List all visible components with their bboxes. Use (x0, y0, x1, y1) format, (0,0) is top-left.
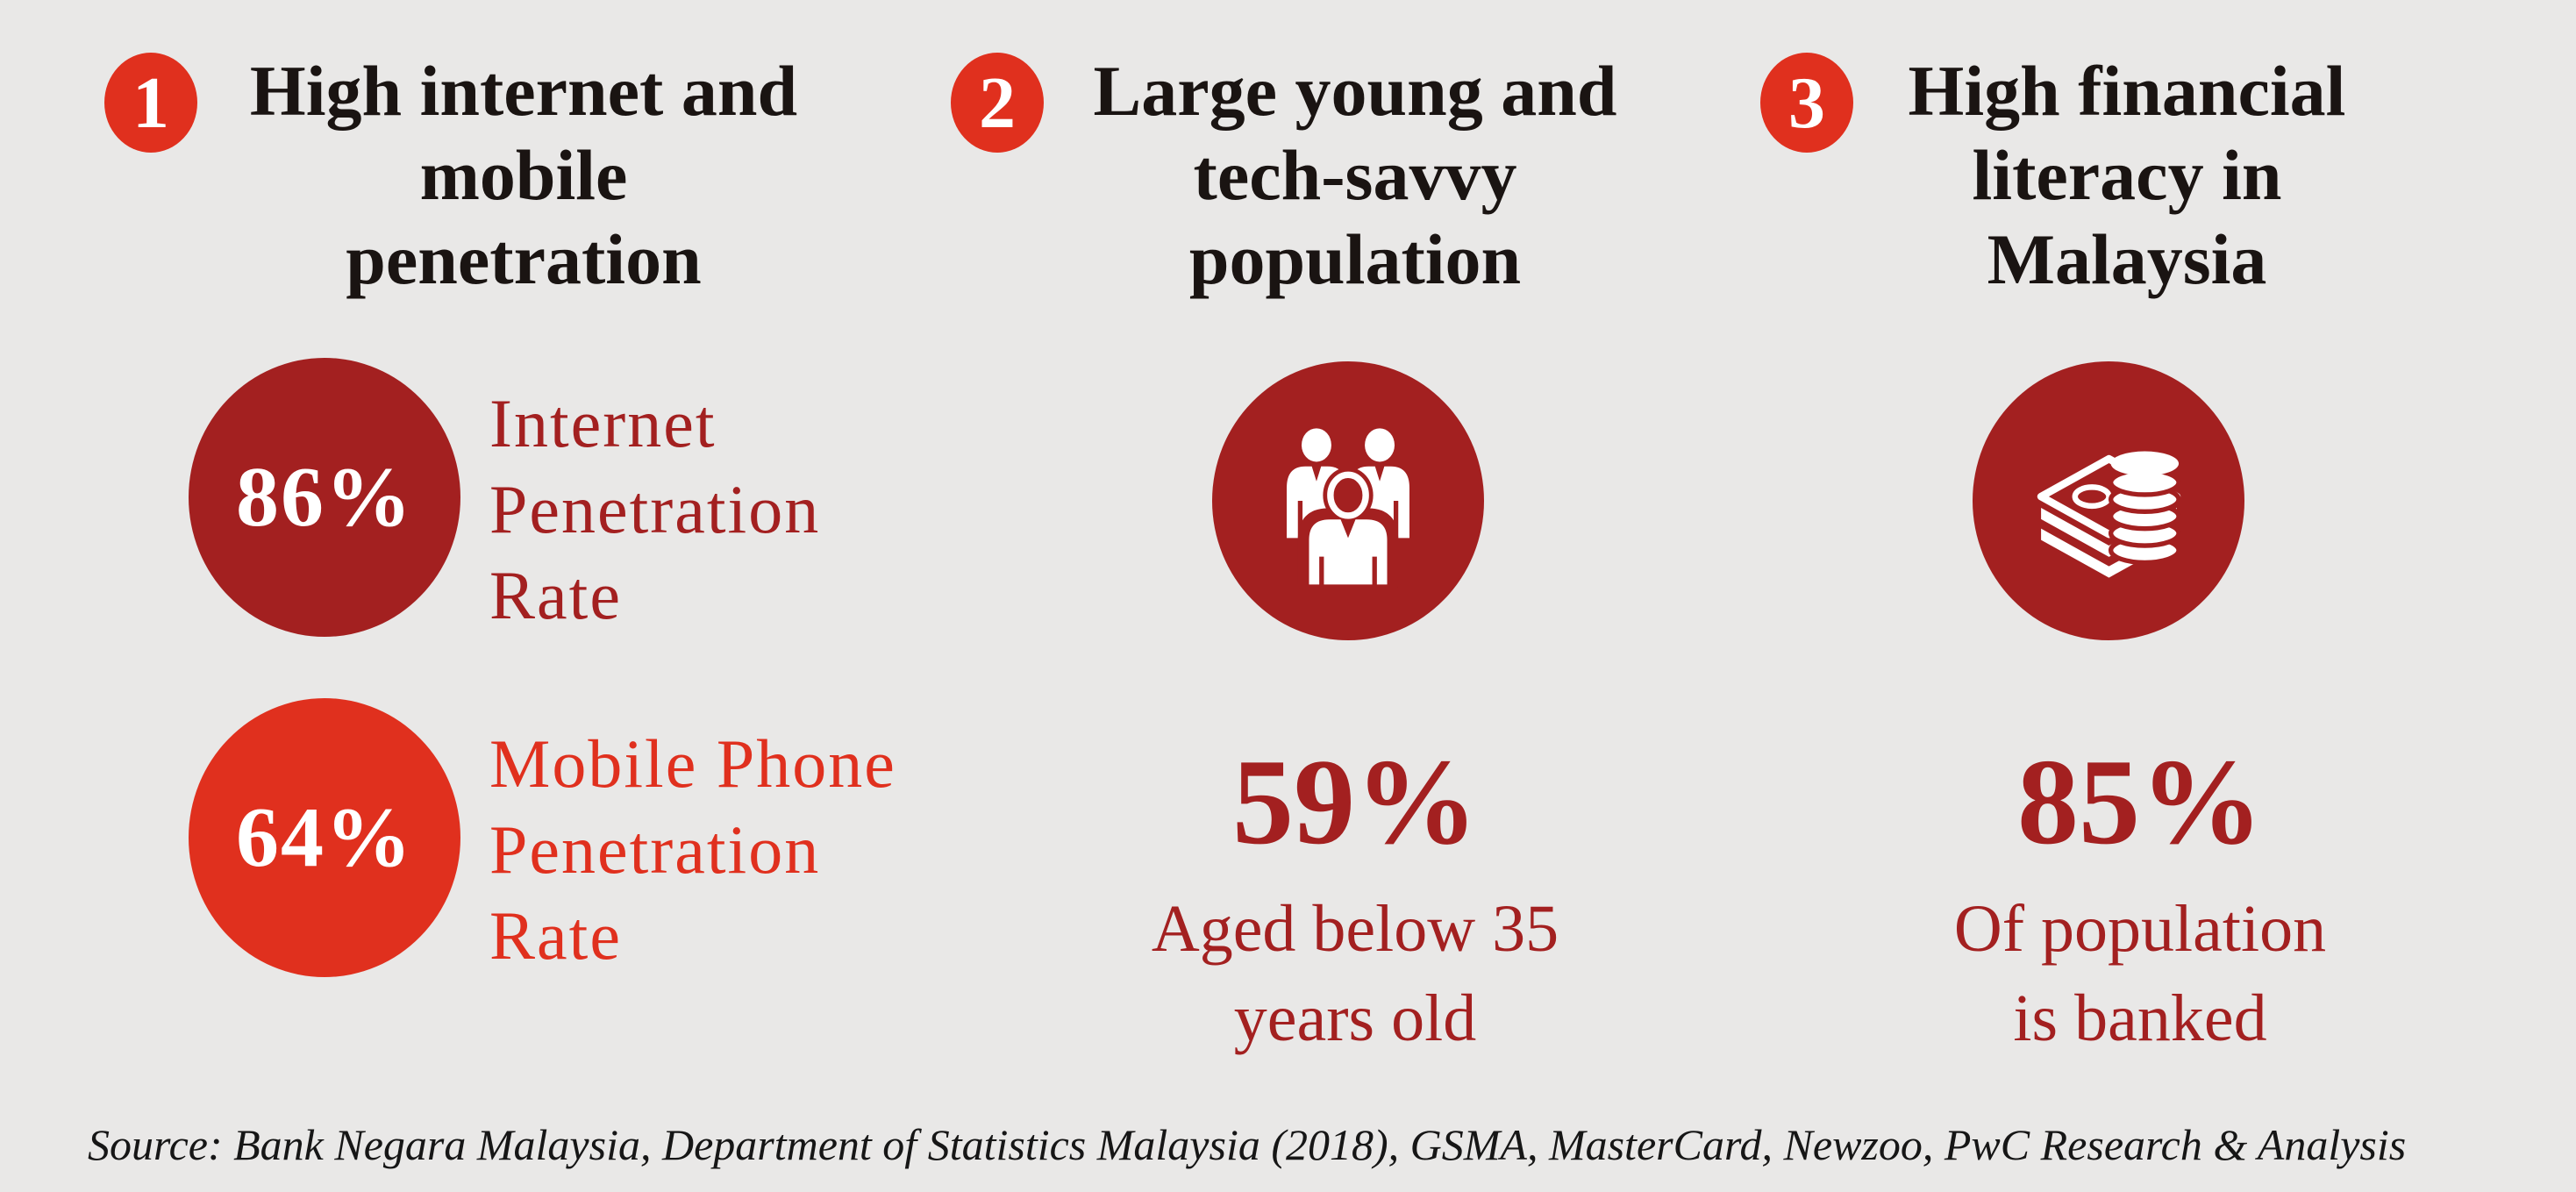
column-1-title: High internet and mobile penetration (208, 49, 839, 302)
people-icon (1287, 428, 1409, 590)
young-population-circle (1212, 361, 1484, 640)
badge-2-number: 2 (979, 61, 1016, 144)
young-population-value: 59% (1232, 734, 1478, 870)
column-2-title-line-3: population (1188, 219, 1522, 299)
column-3-title-line-2: literacy in (1972, 135, 2282, 215)
column-1-title-line-3: penetration (346, 219, 702, 299)
internet-penetration-label: Internet Penetration Rate (489, 385, 821, 633)
badge-3: 3 (1760, 53, 1853, 153)
internet-penetration-value: 86% (236, 450, 413, 545)
badge-1-number: 1 (132, 61, 169, 144)
column-1-title-line-2: mobile (419, 135, 628, 215)
banked-population-value: 85% (2017, 734, 2263, 870)
badge-2: 2 (951, 53, 1044, 153)
badge-3-number: 3 (1788, 61, 1825, 144)
column-1-title-line-1: High internet and (249, 51, 798, 131)
mobile-penetration-value: 64% (236, 790, 413, 885)
banknotes-coins-icon (2037, 451, 2181, 578)
column-3-title: High financial literacy in Malaysia (1811, 49, 2443, 302)
young-population-caption: Aged below 35 years old (1151, 892, 1559, 1055)
column-3-title-line-3: Malaysia (1987, 219, 2267, 299)
banked-population-circle (1973, 361, 2244, 640)
mobile-penetration-circle: 64% (189, 698, 460, 977)
column-2-title-line-2: tech-savvy (1193, 135, 1517, 215)
banked-population-caption: Of population is banked (1953, 892, 2327, 1055)
source-citation: Source: Bank Negara Malaysia, Department… (88, 1120, 2407, 1169)
column-2-title-line-1: Large young and (1093, 51, 1617, 131)
internet-penetration-circle: 86% (189, 358, 460, 637)
mobile-penetration-label: Mobile Phone Penetration Rate (489, 725, 896, 974)
column-3-title-line-1: High financial (1908, 51, 2346, 131)
badge-1: 1 (104, 53, 197, 153)
column-2-title: Large young and tech-savvy population (1039, 49, 1671, 302)
